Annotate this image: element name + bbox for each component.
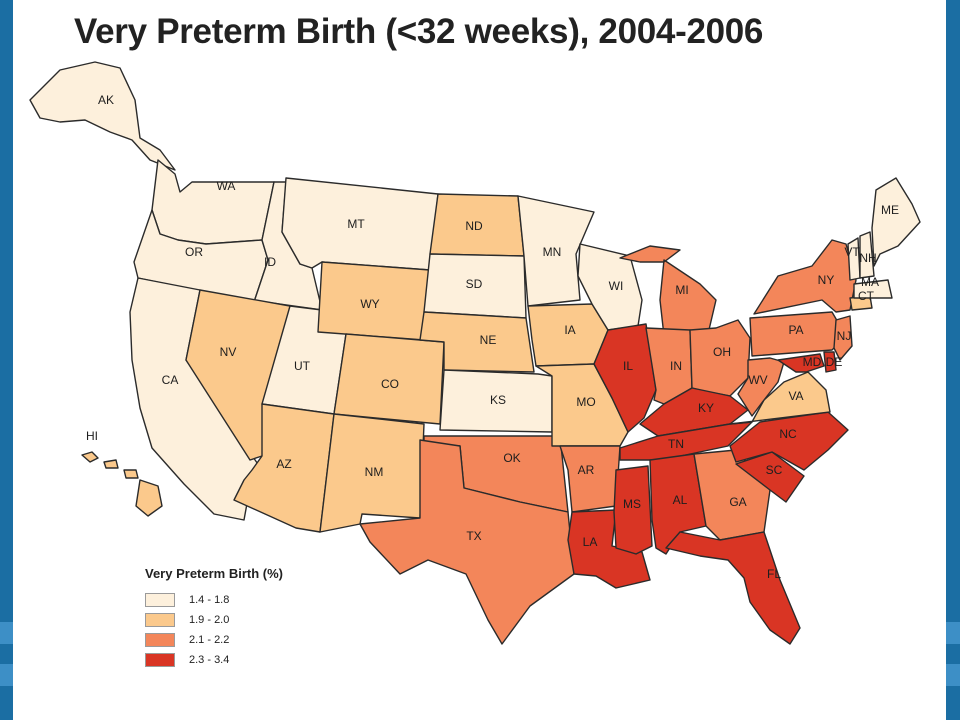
- state-label-ga: GA: [729, 495, 746, 509]
- state-label-va: VA: [788, 389, 803, 403]
- state-label-ms: MS: [623, 497, 641, 511]
- state-label-nd: ND: [465, 219, 483, 233]
- state-la: [567, 509, 651, 589]
- state-label-ia: IA: [564, 323, 575, 337]
- state-label-vt: VT: [844, 245, 860, 259]
- state-nj: [833, 315, 853, 361]
- left-frame-bar: [0, 0, 13, 720]
- state-label-nm: NM: [365, 465, 384, 479]
- legend-swatch: [145, 653, 175, 667]
- legend-item: 1.4 - 1.8: [145, 590, 345, 610]
- state-label-me: ME: [881, 203, 899, 217]
- legend-label: 2.1 - 2.2: [189, 634, 230, 646]
- state-label-nj: NJ: [837, 329, 852, 343]
- state-label-hi: HI: [86, 429, 98, 443]
- legend-swatch: [145, 613, 175, 627]
- legend: Very Preterm Birth (%) 1.4 - 1.8 1.9 - 2…: [145, 566, 345, 670]
- state-label-sc: SC: [766, 463, 783, 477]
- state-label-mn: MN: [543, 245, 562, 259]
- state-mn: [517, 195, 595, 307]
- state-label-al: AL: [673, 493, 688, 507]
- state-label-nv: NV: [220, 345, 237, 359]
- legend-item: 2.3 - 3.4: [145, 650, 345, 670]
- state-me: [871, 177, 921, 267]
- state-label-de: DE: [826, 355, 843, 369]
- state-ms: [613, 465, 653, 555]
- legend-item: 1.9 - 2.0: [145, 610, 345, 630]
- state-label-or: OR: [185, 245, 203, 259]
- state-hi: [81, 451, 163, 517]
- state-label-fl: FL: [767, 567, 781, 581]
- state-label-mt: MT: [347, 217, 365, 231]
- state-label-ne: NE: [480, 333, 497, 347]
- state-label-wy: WY: [360, 297, 379, 311]
- state-label-mo: MO: [576, 395, 595, 409]
- right-frame-bar: [946, 0, 960, 720]
- state-de: [823, 351, 837, 373]
- state-label-ok: OK: [503, 451, 520, 465]
- state-label-co: CO: [381, 377, 399, 391]
- legend-swatch: [145, 633, 175, 647]
- state-nc: [729, 411, 849, 471]
- state-label-ct: CT: [858, 289, 875, 303]
- legend-item: 2.1 - 2.2: [145, 630, 345, 650]
- state-label-ak: AK: [98, 93, 114, 107]
- state-va: [729, 371, 831, 425]
- state-label-la: LA: [583, 535, 598, 549]
- state-label-wi: WI: [609, 279, 624, 293]
- legend-label: 1.9 - 2.0: [189, 614, 230, 626]
- state-ma: [853, 279, 893, 299]
- state-ar: [559, 445, 621, 513]
- state-label-az: AZ: [276, 457, 291, 471]
- state-label-wa: WA: [217, 179, 236, 193]
- state-label-il: IL: [623, 359, 633, 373]
- map-title: Very Preterm Birth (<32 weeks), 2004-200…: [74, 12, 764, 51]
- state-label-nc: NC: [779, 427, 797, 441]
- state-label-ny: NY: [818, 273, 835, 287]
- state-tx: [359, 439, 575, 645]
- state-wa: [151, 159, 275, 245]
- state-nh: [859, 231, 875, 279]
- legend-label: 1.4 - 1.8: [189, 594, 230, 606]
- state-label-id: ID: [264, 255, 276, 269]
- state-label-ar: AR: [578, 463, 595, 477]
- state-md: [777, 353, 825, 373]
- state-label-nh: NH: [859, 251, 876, 265]
- state-label-ma: MA: [861, 275, 879, 289]
- state-label-oh: OH: [713, 345, 731, 359]
- state-label-md: MD: [803, 355, 822, 369]
- state-label-ut: UT: [294, 359, 311, 373]
- state-nm: [319, 413, 425, 533]
- state-ny: [753, 239, 857, 315]
- state-label-tn: TN: [668, 437, 684, 451]
- state-label-sd: SD: [466, 277, 483, 291]
- state-label-ky: KY: [698, 401, 714, 415]
- legend-title: Very Preterm Birth (%): [145, 566, 283, 581]
- state-label-mi: MI: [675, 283, 688, 297]
- legend-swatch: [145, 593, 175, 607]
- state-tn: [619, 421, 753, 461]
- state-label-tx: TX: [466, 529, 481, 543]
- state-label-in: IN: [670, 359, 682, 373]
- legend-label: 2.3 - 3.4: [189, 654, 230, 666]
- state-fl: [665, 531, 801, 645]
- state-label-ks: KS: [490, 393, 506, 407]
- state-label-wv: WV: [748, 373, 767, 387]
- state-label-ca: CA: [162, 373, 179, 387]
- state-label-pa: PA: [788, 323, 803, 337]
- state-ak: [29, 61, 176, 171]
